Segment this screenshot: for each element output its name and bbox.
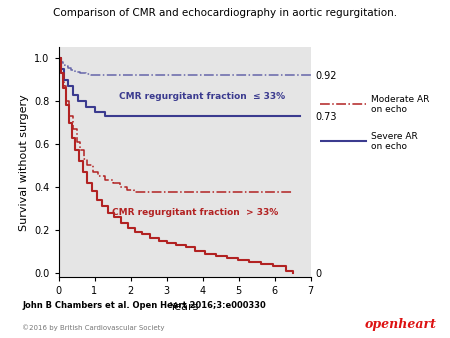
Text: openheart: openheart: [364, 318, 436, 331]
Text: ©2016 by British Cardiovascular Society: ©2016 by British Cardiovascular Society: [22, 324, 165, 331]
Text: Comparison of CMR and echocardiography in aortic regurgitation.: Comparison of CMR and echocardiography i…: [53, 8, 397, 19]
Text: CMR regurgitant fraction  ≤ 33%: CMR regurgitant fraction ≤ 33%: [119, 92, 286, 101]
Text: CMR regurgitant fraction  > 33%: CMR regurgitant fraction > 33%: [112, 208, 279, 217]
Text: Severe AR
on echo: Severe AR on echo: [370, 132, 417, 151]
Text: John B Chambers et al. Open Heart 2016;3:e000330: John B Chambers et al. Open Heart 2016;3…: [22, 301, 266, 310]
Text: Moderate AR
on echo: Moderate AR on echo: [370, 95, 429, 114]
Y-axis label: Survival without surgery: Survival without surgery: [18, 94, 28, 231]
X-axis label: Years: Years: [170, 302, 199, 312]
